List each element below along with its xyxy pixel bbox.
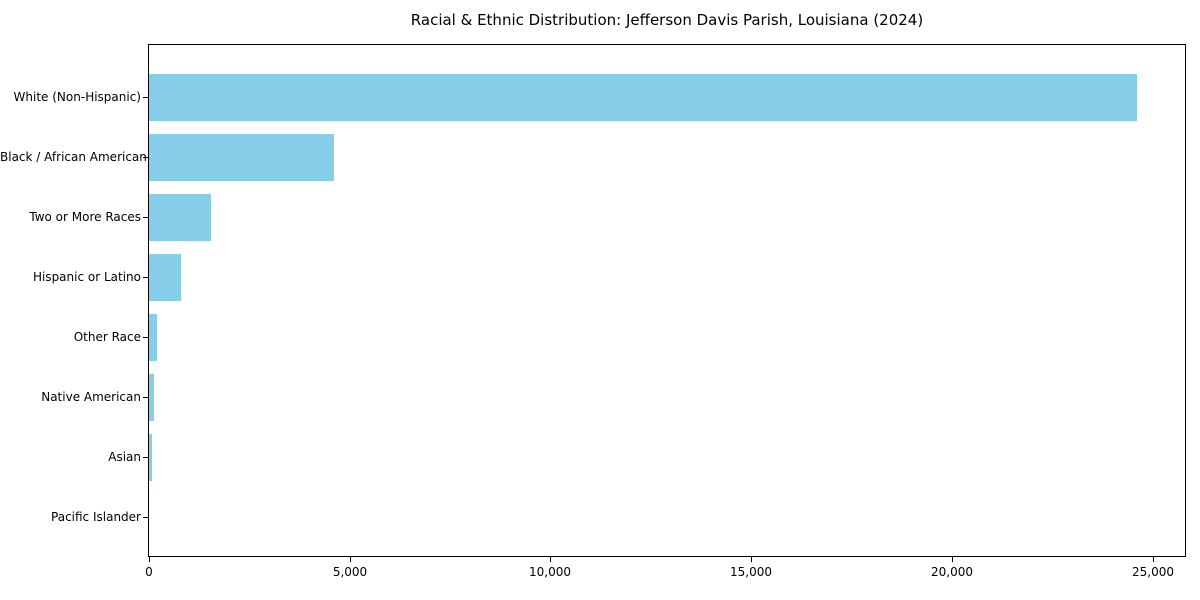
y-tick-label-two-or-more-races: Two or More Races	[29, 210, 141, 224]
x-tick-label-25000: 25,000	[1132, 565, 1174, 579]
y-tick-mark	[143, 397, 148, 398]
y-tick-mark	[143, 517, 148, 518]
y-tick-label-hispanic-or-latino: Hispanic or Latino	[32, 270, 141, 284]
bar-white-non-hispanic	[149, 74, 1137, 121]
y-tick-mark	[143, 217, 148, 218]
y-tick-label-white-non-hispanic: White (Non-Hispanic)	[13, 90, 141, 104]
x-tick-mark	[550, 557, 551, 562]
plot-area	[148, 44, 1186, 557]
bar-other-race	[149, 314, 157, 361]
y-tick-mark	[143, 457, 148, 458]
x-tick-mark	[350, 557, 351, 562]
y-tick-label-black-african-american: Black / African American	[0, 150, 147, 164]
y-tick-label-native-american: Native American	[41, 390, 141, 404]
y-tick-label-pacific-islander: Pacific Islander	[51, 510, 141, 524]
x-tick-label-15000: 15,000	[730, 565, 772, 579]
x-tick-mark	[1153, 557, 1154, 562]
x-tick-label-5000: 5,000	[332, 565, 368, 579]
x-tick-label-20000: 20,000	[931, 565, 973, 579]
x-tick-mark	[149, 557, 150, 562]
y-tick-label-other-race: Other Race	[73, 330, 141, 344]
bar-hispanic-or-latino	[149, 254, 181, 301]
y-tick-mark	[143, 337, 148, 338]
y-tick-mark	[143, 157, 148, 158]
y-tick-mark	[143, 277, 148, 278]
y-tick-mark	[143, 97, 148, 98]
bar-black-african-american	[149, 134, 334, 181]
x-tick-label-0: 0	[145, 565, 153, 579]
x-tick-mark	[751, 557, 752, 562]
chart-title: Racial & Ethnic Distribution: Jefferson …	[410, 11, 924, 29]
y-tick-label-asian: Asian	[108, 450, 141, 464]
bar-native-american	[149, 374, 154, 421]
x-tick-label-10000: 10,000	[529, 565, 571, 579]
bar-two-or-more-races	[149, 194, 211, 241]
x-tick-mark	[952, 557, 953, 562]
bar-asian	[149, 434, 152, 481]
